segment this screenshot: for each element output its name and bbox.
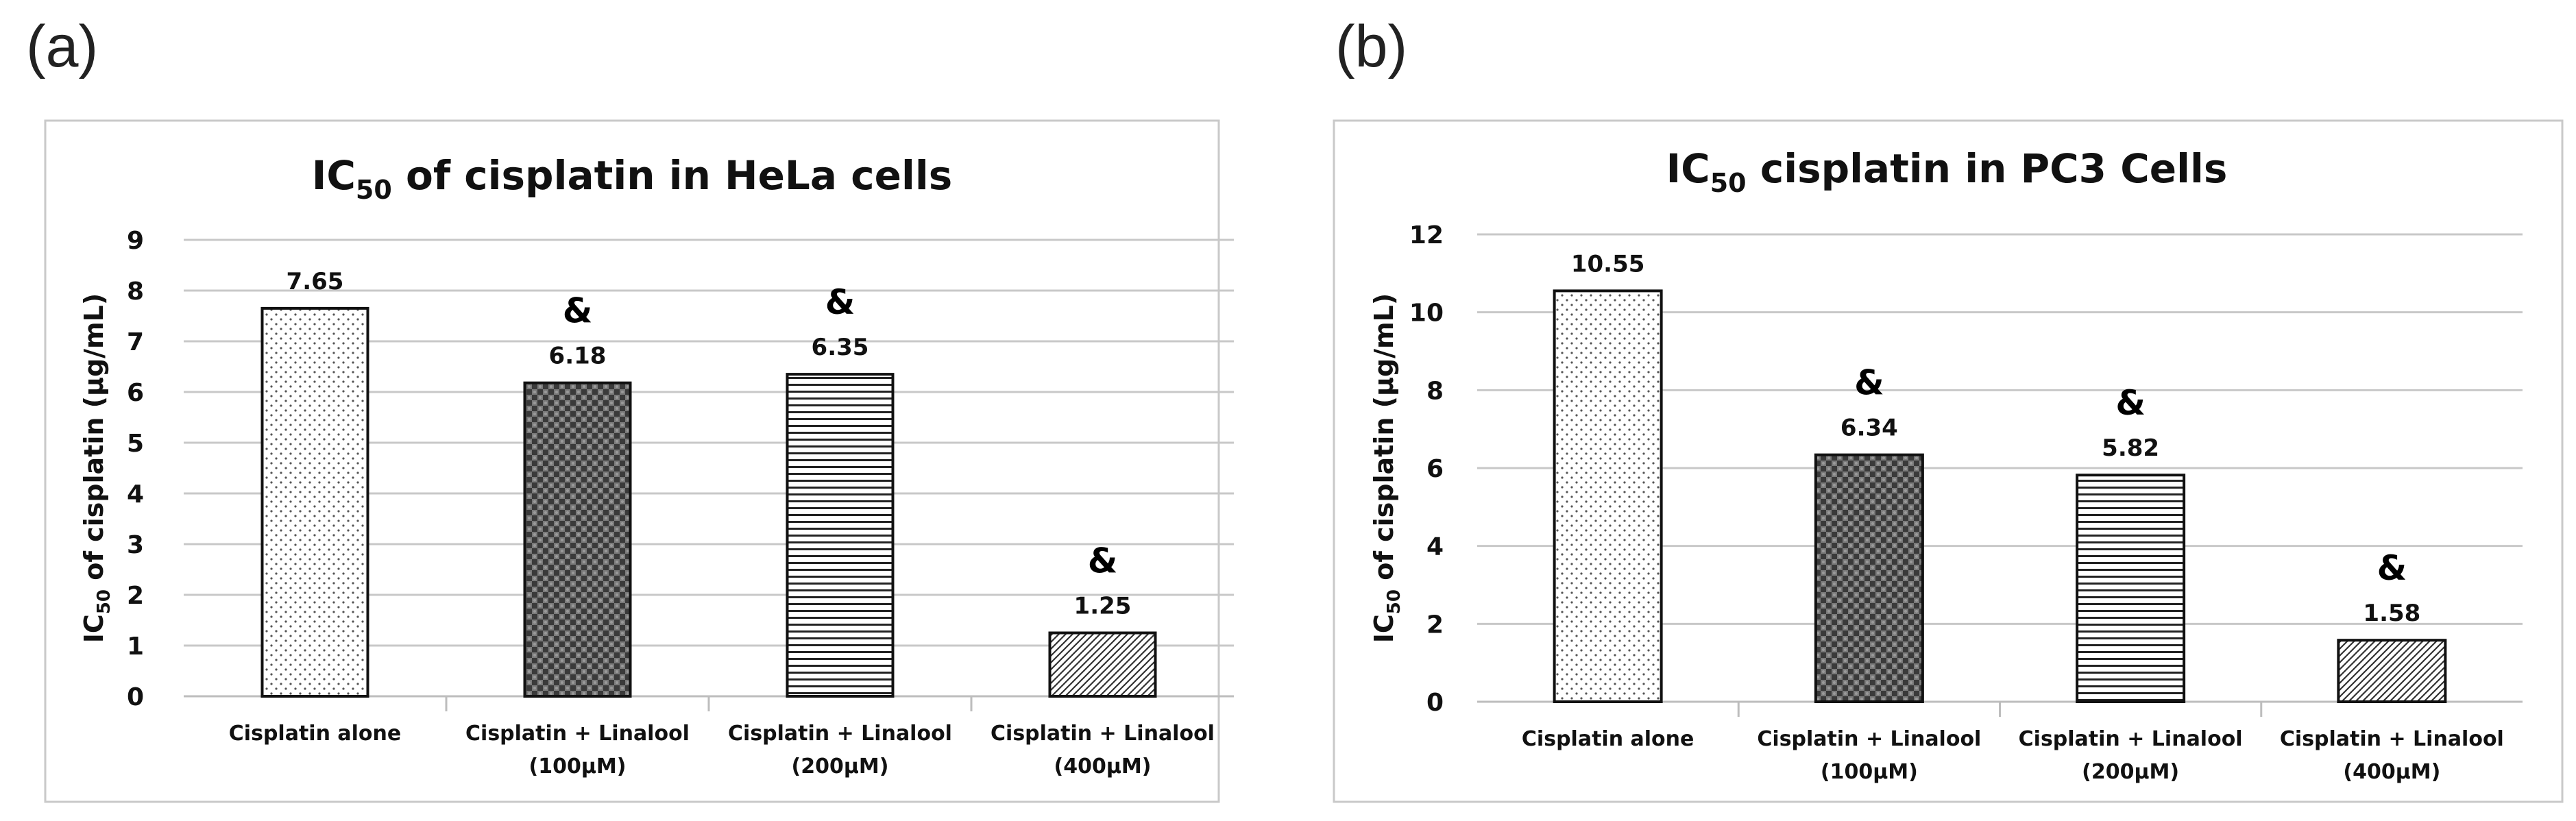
category-label: (100µM) xyxy=(1821,760,1918,784)
y-tick-label: 6 xyxy=(1426,455,1444,483)
y-tick-label: 0 xyxy=(1426,689,1444,717)
category-label: Cisplatin alone xyxy=(1522,727,1694,751)
y-tick-label: 8 xyxy=(127,278,144,306)
bar xyxy=(1814,453,1924,704)
y-axis-label-ic: IC xyxy=(1369,614,1399,643)
y-tick-label: 10 xyxy=(1409,299,1444,328)
y-axis-label-ic: IC xyxy=(79,614,109,643)
category-label: Cisplatin + Linalool xyxy=(728,722,952,746)
title-a-ic: IC xyxy=(312,152,356,199)
bar xyxy=(2076,474,2186,703)
category-label: (400µM) xyxy=(2343,760,2440,784)
y-axis-label-rest: of cisplatin (µg/mL) xyxy=(1369,293,1399,589)
title-b-sub: 50 xyxy=(1710,168,1747,198)
significance-mark: & xyxy=(2115,383,2146,423)
title-b-ic: IC xyxy=(1666,145,1710,192)
data-label: 6.34 xyxy=(1840,415,1898,442)
y-axis-label-rest: of cisplatin (µg/mL) xyxy=(79,293,109,589)
significance-mark: & xyxy=(1854,363,1884,403)
panel-a: (a) IC50 of cisplatin in HeLa cells 0123… xyxy=(26,14,1234,803)
bar xyxy=(260,306,369,698)
category-label: Cisplatin + Linalool xyxy=(2280,727,2504,751)
y-tick-label: 6 xyxy=(127,379,144,407)
plot-area-a: 0 1 2 3 4 5 6 7 8 9 IC50 of cisplatin (µg/mL) 7.65 C… xyxy=(79,227,1234,779)
y-tick-label: 9 xyxy=(127,227,144,255)
chart-title-b: IC50 cisplatin in PC3 Cells xyxy=(1666,145,2228,198)
bar xyxy=(2337,639,2447,703)
y-axis-label-sub: 50 xyxy=(1384,589,1405,614)
bar xyxy=(786,373,895,698)
y-axis-label: IC50 of cisplatin (µg/mL) xyxy=(79,293,114,643)
chart-frame-b xyxy=(1333,119,2564,803)
y-tick-label: 7 xyxy=(127,328,144,356)
category-label: Cisplatin + Linalool xyxy=(991,722,1215,746)
chart-title-a: IC50 of cisplatin in HeLa cells xyxy=(312,152,952,205)
y-tick-label: 2 xyxy=(1426,611,1444,639)
category-label: (400µM) xyxy=(1054,755,1152,779)
category-label: Cisplatin + Linalool xyxy=(1757,727,1981,751)
significance-mark: & xyxy=(825,282,855,322)
y-tick-label: 4 xyxy=(1426,533,1444,561)
title-a-rest: of cisplatin in HeLa cells xyxy=(392,152,952,199)
significance-mark: & xyxy=(2377,548,2407,588)
category-label: (100µM) xyxy=(529,755,627,779)
chart-frame-a xyxy=(44,119,1220,803)
y-tick-label: 4 xyxy=(127,480,144,508)
category-label: (200µM) xyxy=(2082,760,2179,784)
y-tick-label: 3 xyxy=(127,531,144,559)
category-label: Cisplatin + Linalool xyxy=(2019,727,2243,751)
panel-label-a: (a) xyxy=(26,14,98,79)
data-label: 1.58 xyxy=(2363,600,2420,627)
y-axis-label-sub: 50 xyxy=(94,589,114,614)
bar xyxy=(523,381,632,698)
data-label: 1.25 xyxy=(1074,593,1132,620)
data-label: 7.65 xyxy=(287,268,344,295)
significance-mark: & xyxy=(1088,541,1118,581)
bar xyxy=(1553,289,1663,703)
y-axis-label: IC50 of cisplatin (µg/mL) xyxy=(1369,293,1405,643)
data-label: 10.55 xyxy=(1571,250,1645,278)
panel-b: (b) IC50 cisplatin in PC3 Cells 02468101… xyxy=(1333,14,2564,803)
y-tick-label: 5 xyxy=(127,430,144,458)
title-b-rest: cisplatin in PC3 Cells xyxy=(1747,145,2228,192)
category-label: (200µM) xyxy=(792,755,889,779)
data-label: 5.82 xyxy=(2102,434,2159,462)
plot-area-b: 0 2 4 6 8 10 12 IC50 of cisplatin (µg/mL) 10.55 C… xyxy=(1369,221,2523,784)
y-tick-label: 2 xyxy=(127,582,144,610)
panel-label-b: (b) xyxy=(1335,14,1407,79)
data-label: 6.18 xyxy=(549,343,607,370)
y-tick-label: 12 xyxy=(1409,221,1444,249)
category-label: Cisplatin + Linalool xyxy=(465,722,690,746)
data-label: 6.35 xyxy=(812,334,869,361)
title-a-sub: 50 xyxy=(356,175,392,205)
y-tick-label: 8 xyxy=(1426,377,1444,405)
y-tick-label: 1 xyxy=(127,633,144,661)
y-tick-label: 0 xyxy=(127,683,144,711)
significance-mark: & xyxy=(563,291,593,331)
category-label: Cisplatin alone xyxy=(229,722,401,746)
bar xyxy=(1048,631,1157,698)
